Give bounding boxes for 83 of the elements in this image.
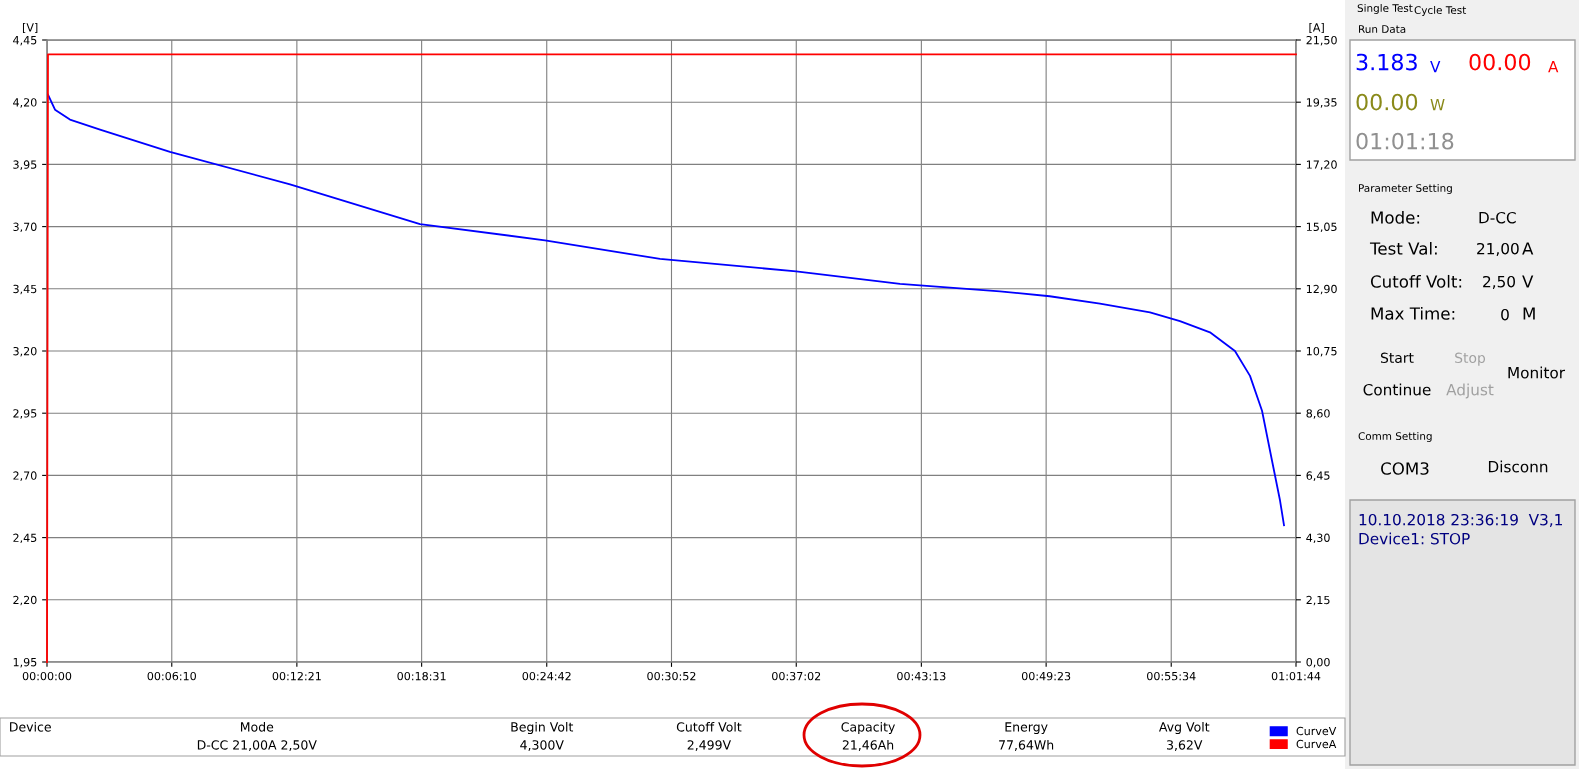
y-tick-label: 3,45 <box>13 284 37 295</box>
y2-tick-label: 4,30 <box>1306 533 1330 544</box>
text: Max Time: <box>1371 306 1455 320</box>
y2-tick-label: 6,45 <box>1306 471 1330 481</box>
text: 21,46Ah <box>842 739 894 751</box>
text: 0 <box>1501 308 1509 321</box>
text: 01:01:18 <box>1356 132 1454 150</box>
text: Stop <box>1455 352 1486 366</box>
text: V <box>1522 275 1534 288</box>
y2-tick-label: 2,15 <box>1306 595 1330 606</box>
text: Single Test <box>1357 3 1413 15</box>
y2-tick-label: 0,00 <box>1306 657 1330 668</box>
text: Mode: <box>1371 210 1420 224</box>
x-tick-label: 00:06:10 <box>147 671 196 681</box>
x-tick-label: 00:24:42 <box>522 671 571 681</box>
text: 2,50 <box>1483 275 1515 289</box>
text: Parameter Setting <box>1359 183 1452 195</box>
y2-tick-label: 21,50 <box>1306 35 1337 46</box>
x-tick-label: 00:55:34 <box>1147 671 1196 681</box>
y-tick-label: 3,95 <box>13 160 37 170</box>
text: 3.183 <box>1356 53 1417 71</box>
y-tick-label: 2,95 <box>13 409 37 419</box>
y2-tick-label: 8,60 <box>1306 409 1330 419</box>
y2-tick-label: 15,05 <box>1306 222 1337 233</box>
x-tick-label: 01:01:44 <box>1271 671 1321 681</box>
x-tick-label: 00:30:52 <box>647 671 696 681</box>
text: Device1: STOP <box>1359 532 1470 545</box>
y-axis-title: [V] <box>22 23 38 33</box>
y-tick-label: 3,70 <box>13 222 37 233</box>
text: Run Data <box>1359 25 1406 34</box>
y2-tick-label: 17,20 <box>1306 160 1337 170</box>
text: 21,00 <box>1477 242 1519 256</box>
y2-axis-title: [A] <box>1309 23 1324 33</box>
y2-tick-label: 12,90 <box>1306 284 1337 295</box>
text: 3,62V <box>1167 740 1203 751</box>
text: 00.00 <box>1356 93 1418 111</box>
y-tick-label: 3,20 <box>13 346 37 357</box>
y-tick-label: 1,95 <box>13 657 37 668</box>
x-tick-label: 00:37:02 <box>772 671 821 681</box>
text: Cutoff Volt <box>676 721 742 732</box>
y-tick-label: 4,45 <box>13 36 37 46</box>
y2-tick-label: 19,35 <box>1306 98 1337 108</box>
text: COM3 <box>1381 462 1429 475</box>
legend-label: CurveV <box>1296 726 1337 736</box>
text: Adjust <box>1446 383 1494 399</box>
text: Cycle Test <box>1414 5 1467 17</box>
legend-label: CurveA <box>1296 739 1337 749</box>
y2-tick-label: 10,75 <box>1306 346 1337 357</box>
text: D-CC <box>1479 211 1516 224</box>
text: Start <box>1380 352 1414 364</box>
x-tick-label: 00:12:21 <box>272 671 321 681</box>
line-series <box>47 93 1285 527</box>
text: Avg Volt <box>1158 721 1210 735</box>
x-tick-label: 00:00:00 <box>22 671 72 681</box>
text: Energy <box>1005 722 1048 735</box>
y-tick-label: 2,20 <box>13 595 37 606</box>
y-tick-label: 2,45 <box>13 533 37 544</box>
x-tick-label: 00:43:13 <box>897 671 946 681</box>
text: Capacity <box>841 721 895 735</box>
text: V <box>1430 61 1441 73</box>
text: 10.10.2018 23:36:19 V3,1 <box>1359 513 1562 527</box>
x-tick-label: 00:49:23 <box>1021 671 1071 681</box>
text: Monitor <box>1508 366 1566 379</box>
text: 2,499V <box>687 740 731 751</box>
text: 4,300V <box>520 740 564 751</box>
text: Test Val: <box>1369 241 1437 255</box>
text: Comm Setting <box>1358 431 1432 443</box>
text: Device <box>10 721 51 732</box>
text: Begin Volt <box>511 721 574 735</box>
y-tick-label: 2,70 <box>13 471 37 481</box>
text: D-CC 21,00A 2,50V <box>197 740 317 751</box>
text: A <box>1522 242 1534 255</box>
y-tick-label: 4,20 <box>13 98 37 108</box>
text: M <box>1523 307 1535 320</box>
text: Continue <box>1363 383 1431 396</box>
text: A <box>1548 61 1559 73</box>
text: 77,64Wh <box>999 739 1054 751</box>
text: Cutoff Volt: <box>1370 274 1462 288</box>
text: 00.00 <box>1469 53 1531 71</box>
text: Disconn <box>1488 460 1548 473</box>
x-tick-label: 00:18:31 <box>397 671 446 681</box>
text: Mode <box>240 721 274 732</box>
text: W <box>1430 99 1445 111</box>
